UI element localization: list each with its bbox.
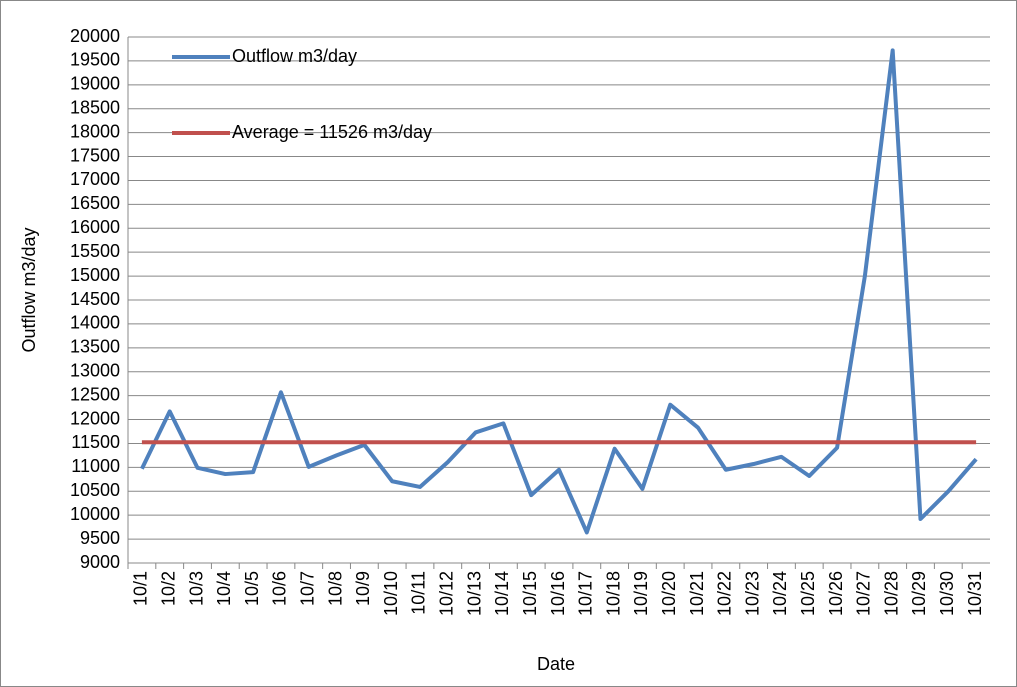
- y-tick-label: 12000: [70, 408, 120, 428]
- x-tick-label: 10/3: [186, 571, 206, 606]
- x-tick-label: 10/23: [742, 571, 762, 616]
- x-tick-label: 10/17: [576, 571, 596, 616]
- legend-label: Outflow m3/day: [232, 46, 357, 66]
- x-tick-label: 10/15: [520, 571, 540, 616]
- x-tick-label: 10/30: [937, 571, 957, 616]
- x-tick-label: 10/24: [770, 571, 790, 616]
- y-tick-label: 11500: [71, 432, 120, 452]
- x-tick-label: 10/27: [854, 571, 874, 616]
- series-line: [140, 48, 978, 535]
- x-tick-label: 10/11: [409, 571, 429, 615]
- x-tick-label: 10/22: [715, 571, 735, 616]
- y-tick-label: 17000: [70, 169, 120, 189]
- x-tick-label: 10/6: [270, 571, 290, 606]
- x-tick-label: 10/8: [325, 571, 345, 606]
- y-tick-label: 18000: [70, 121, 120, 141]
- y-tick-label: 20000: [70, 26, 120, 46]
- y-tick-label: 10000: [70, 504, 120, 524]
- x-tick-label: 10/16: [548, 571, 568, 616]
- y-tick-label: 13000: [70, 360, 120, 380]
- x-tick-label: 10/9: [353, 571, 373, 606]
- x-axis-title: Date: [537, 654, 575, 674]
- y-tick-label: 16000: [70, 217, 120, 237]
- y-tick-label: 12500: [70, 384, 120, 404]
- y-tick-label: 17500: [70, 145, 120, 165]
- y-tick-label: 19000: [70, 74, 120, 94]
- y-tick-label: 15500: [70, 241, 120, 261]
- x-tick-label: 10/28: [881, 571, 901, 616]
- x-tick-label: 10/5: [242, 571, 262, 606]
- y-tick-label: 9000: [80, 552, 120, 572]
- y-tick-label: 16500: [70, 193, 120, 213]
- y-tick-label: 9500: [80, 528, 120, 548]
- x-tick-label: 10/7: [297, 571, 317, 606]
- y-tick-label: 14500: [70, 289, 120, 309]
- x-tick-label: 10/1: [131, 571, 151, 606]
- x-tick-label: 10/12: [437, 571, 457, 616]
- y-tick-label: 15000: [70, 265, 120, 285]
- x-tick-label: 10/4: [214, 571, 234, 606]
- y-tick-label: 18500: [70, 97, 120, 117]
- y-tick-label: 19500: [70, 50, 120, 70]
- x-tick-label: 10/29: [909, 571, 929, 616]
- x-tick-label: 10/13: [464, 571, 484, 616]
- y-axis-title: Outflow m3/day: [19, 227, 39, 352]
- x-tick-label: 10/21: [687, 571, 707, 616]
- x-tick-label: 10/14: [492, 571, 512, 616]
- x-tick-label: 10/25: [798, 571, 818, 616]
- x-tick-label: 10/31: [965, 571, 985, 616]
- x-tick-label: 10/2: [158, 571, 178, 606]
- x-tick-label: 10/19: [631, 571, 651, 616]
- x-tick-label: 10/26: [826, 571, 846, 616]
- y-tick-label: 10500: [70, 480, 120, 500]
- x-tick-label: 10/18: [603, 571, 623, 616]
- y-tick-label: 11000: [71, 456, 120, 476]
- legend-label: Average = 11526 m3/day: [232, 122, 432, 142]
- x-tick-label: 10/10: [381, 571, 401, 616]
- y-tick-label: 13500: [70, 337, 120, 357]
- x-tick-label: 10/20: [659, 571, 679, 616]
- y-tick-label: 14000: [70, 313, 120, 333]
